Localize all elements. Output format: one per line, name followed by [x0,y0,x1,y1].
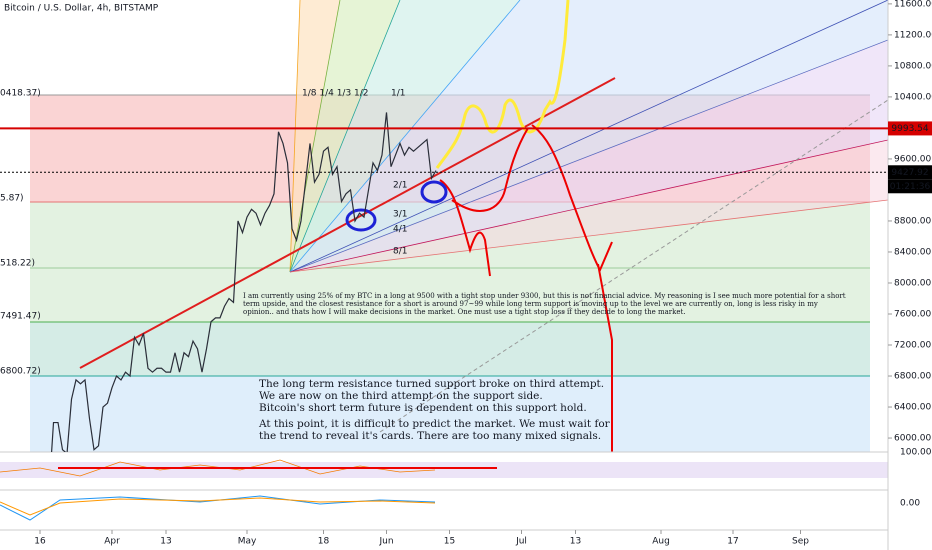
y-tick-label: 9600.00 [894,154,931,164]
fan-label: 3/1 [393,210,407,220]
projection-up [435,0,570,169]
note-line: opinion.. and thats how I will make deci… [243,308,686,316]
price-tag-label: 9427.92 [891,168,928,178]
x-tick-label: 15 [444,537,455,547]
chart-title: Bitcoin / U.S. Dollar, 4h, BITSTAMP [4,4,159,14]
fan-label: 8/1 [393,247,407,257]
fib-label: 5.87) [0,194,24,204]
y-tick-label: 6800.00 [894,372,931,382]
x-tick-label: 18 [318,537,330,547]
dashed-line [379,99,888,433]
fan-label: 2/1 [393,181,407,191]
y-tick-label: 10400.00 [894,92,932,102]
note-line: We are now on the third attempt on the s… [259,390,543,402]
y-tick-label: 11600.00 [894,0,932,9]
projection-down [451,127,529,212]
indicator-label: 100.00 [900,448,932,458]
y-tick-label: 8800.00 [894,216,931,226]
y-tick-label: 8000.00 [894,278,931,288]
y-tick-label: 7200.00 [894,341,931,351]
note-line: The long term resistance turned support … [259,378,604,390]
x-tick-label: Apr [104,537,120,547]
x-tick-label: 13 [160,537,171,547]
x-tick-label: Aug [652,537,670,547]
signal-line [0,497,436,516]
fan-label: 1/1 [391,89,405,99]
countdown-tag [888,179,932,194]
highlight-circle [420,180,448,204]
price-tag [888,165,932,180]
note-small: I am currently using 25% of my BTC in a … [243,292,846,316]
note-line: term upside, and the closest resistance … [243,300,818,308]
x-tick-label: 16 [34,537,46,547]
fib-label: 518.22) [0,259,35,269]
countdown-label: 01:21:36 [890,182,931,192]
note-line: Bitcoin's short term future is dependent… [259,402,587,414]
projection-down [439,179,491,277]
note-line: At this point, it is difficult to predic… [258,418,611,430]
fan-lines [289,0,888,273]
y-tick-label: 7600.00 [894,309,931,319]
x-tick-label: May [238,537,257,547]
y-tick-label: 6000.00 [894,434,931,444]
rsi-band [0,462,888,478]
indicator-label: 0.00 [900,499,920,509]
price-tag [888,121,932,136]
price-line [50,112,437,452]
fib-label: 7491.47) [0,312,41,322]
drawings [30,0,888,452]
note-line: I am currently using 25% of my BTC in a … [243,292,846,300]
x-tick-label: Jun [378,537,393,547]
y-tick-label: 8400.00 [894,247,931,257]
note-line: the trend to reveal it's cards. There ar… [259,430,601,442]
y-tick-label: 11200.00 [894,30,932,40]
x-tick-label: Jul [515,537,527,547]
fib-label: 0418.37) [0,89,41,99]
projection-down [531,124,613,452]
y-tick-label: 10800.00 [894,61,932,71]
price-tag-label: 9993.54 [891,124,928,134]
highlight-circle [345,208,377,232]
y-tick-label: 6400.00 [894,403,931,413]
x-tick-label: 17 [727,537,738,547]
note-large: The long term resistance turned support … [258,378,611,442]
x-tick-label: 13 [570,537,581,547]
fib-band [30,376,870,452]
fan-label: 4/1 [393,225,407,235]
fan-label: 1/8 1/4 1/3 1/2 [302,89,369,99]
fib-band [30,322,870,376]
fib-label: 6800.72) [0,367,41,377]
macd-line [0,495,436,521]
x-tick-label: Sep [792,537,809,547]
